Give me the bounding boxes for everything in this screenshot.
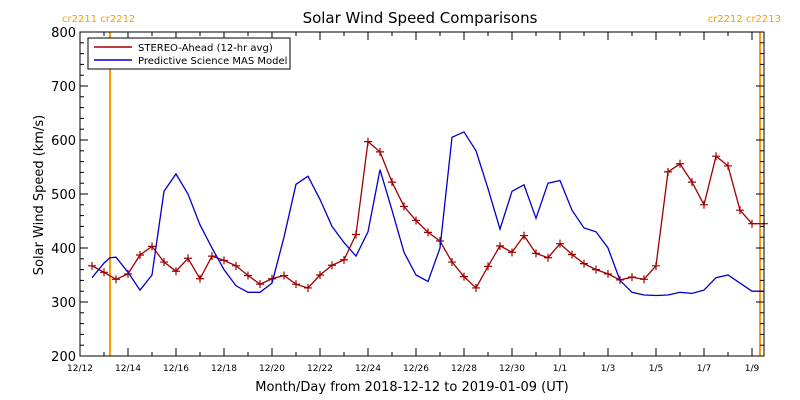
series-point-0 (340, 255, 348, 264)
series-point-0 (472, 283, 480, 292)
y-tick-label: 500 (51, 188, 76, 203)
series-point-0 (544, 253, 552, 262)
y-axis-label: Solar Wind Speed (km/s) (32, 115, 47, 275)
x-axis: 12/12 12/14 12/16 12/18 12/20 12/22 12/24 12/26… (67, 32, 760, 374)
legend-label-mas: Predictive Science MAS Model (138, 56, 287, 67)
x-tick-label: 1/5 (649, 364, 663, 374)
series-point-0 (532, 249, 540, 258)
series-point-0 (640, 275, 648, 284)
series-point-0 (172, 267, 180, 276)
y-tick-label: 200 (51, 350, 76, 365)
series-point-0 (652, 261, 660, 270)
series-point-0 (136, 251, 144, 260)
legend-box (87, 37, 291, 70)
series-point-0 (664, 167, 672, 176)
series-point-0 (496, 241, 504, 250)
series-point-0 (460, 272, 468, 281)
series-point-0 (448, 258, 456, 267)
series-point-0 (700, 200, 708, 209)
series-point-0 (412, 216, 420, 225)
series-point-0 (328, 261, 336, 270)
series-point-0 (604, 269, 612, 278)
series-point-0 (568, 250, 576, 259)
x-tick-label: 12/24 (355, 364, 381, 374)
legend: STEREO-Ahead (12-hr avg) Predictive Scie… (87, 37, 291, 70)
series-point-0 (148, 242, 156, 251)
x-tick-label: 12/30 (499, 364, 525, 374)
x-axis-label: Month/Day from 2018-12-12 to 2019-01-09 … (255, 380, 568, 395)
y-axis: 200 300 400 500 600 700 800 (51, 26, 764, 365)
series-point-0 (592, 265, 600, 274)
series-line-0 (91, 140, 764, 290)
series-point-0 (748, 219, 756, 228)
y-tick-label: 600 (51, 134, 76, 149)
carrington-label-0: cr2211 cr2212 (62, 14, 135, 25)
series-point-0 (232, 261, 240, 270)
series-point-0 (628, 273, 636, 282)
series-point-0 (208, 252, 216, 261)
series-point-0 (424, 228, 432, 237)
legend-label-stereo: STEREO-Ahead (12-hr avg) (138, 43, 273, 54)
series-point-0 (88, 261, 96, 270)
plot-frame (79, 31, 765, 357)
series-point-0 (244, 271, 252, 280)
series-line-1 (91, 131, 764, 297)
x-tick-label: 12/16 (163, 364, 189, 374)
series-point-0 (220, 256, 228, 265)
series-point-0 (352, 230, 360, 239)
series-point-0 (484, 262, 492, 271)
series-point-0 (256, 280, 264, 289)
x-tick-label: 12/14 (115, 364, 141, 374)
x-tick-label: 1/3 (601, 364, 615, 374)
series-point-0 (724, 161, 732, 170)
x-tick-label: 1/7 (697, 364, 711, 374)
y-tick-label: 700 (51, 80, 76, 95)
series-point-0 (388, 178, 396, 187)
x-tick-label: 12/22 (307, 364, 333, 374)
series-point-0 (688, 178, 696, 187)
x-tick-label: 12/18 (211, 364, 237, 374)
y-tick-label: 400 (51, 242, 76, 257)
series-point-0 (712, 152, 720, 161)
x-tick-label: 12/20 (259, 364, 285, 374)
x-tick-label: 12/28 (451, 364, 477, 374)
x-tick-label: 1/1 (553, 364, 567, 374)
carrington-label-1: cr2212 cr2213 (708, 14, 781, 25)
series-point-0 (676, 159, 684, 168)
series-point-0 (508, 248, 516, 257)
x-tick-label: 12/12 (67, 364, 93, 374)
chart-title: Solar Wind Speed Comparisons (303, 9, 538, 27)
series-point-0 (124, 269, 132, 278)
series-point-0 (520, 231, 528, 240)
series-point-0 (100, 268, 108, 277)
series-point-0 (160, 258, 168, 267)
series-point-0 (400, 202, 408, 211)
series-point-0 (292, 280, 300, 289)
series-point-0 (184, 254, 192, 263)
series-point-0 (556, 239, 564, 248)
y-tick-label: 300 (51, 296, 76, 311)
series-point-0 (316, 271, 324, 279)
series-point-0 (280, 271, 288, 280)
series-point-0 (580, 259, 588, 268)
series-point-0 (736, 206, 744, 215)
series-point-0 (112, 275, 120, 284)
x-tick-label: 1/9 (745, 364, 760, 374)
series-point-0 (364, 137, 372, 146)
series-group (88, 131, 768, 297)
series-point-0 (196, 274, 204, 283)
x-tick-label: 12/26 (403, 364, 429, 374)
series-point-0 (304, 283, 312, 292)
y-tick-label: 800 (51, 26, 76, 41)
series-point-0 (376, 147, 384, 156)
